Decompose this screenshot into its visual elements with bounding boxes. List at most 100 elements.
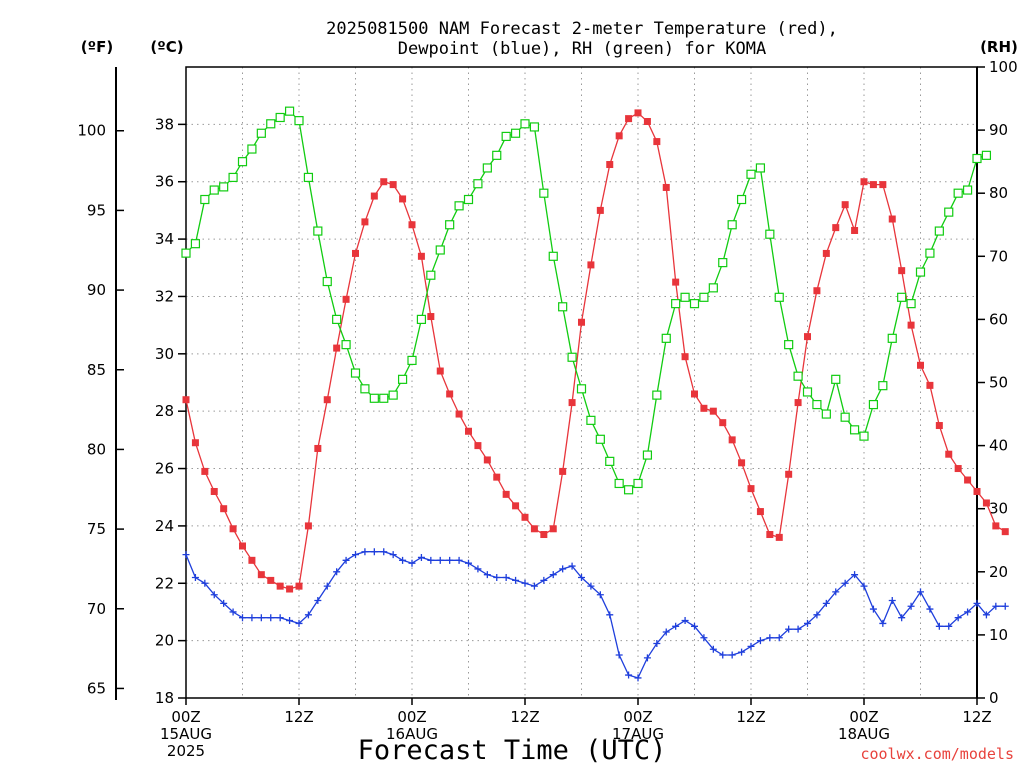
rh-point (482, 163, 492, 173)
rh-tick-label: 70 (989, 247, 1008, 265)
rh-point (887, 333, 897, 343)
rh-point (350, 368, 361, 378)
rh-point (934, 226, 944, 236)
x-tick-label: 18AUG (838, 725, 890, 743)
dewpoint-point (276, 614, 284, 622)
rh-tick-label: 20 (989, 563, 1008, 581)
rh-point (379, 393, 389, 403)
rh-point (661, 333, 671, 343)
temperature-point (559, 467, 567, 475)
temperature-point (436, 367, 444, 375)
temperature-point (869, 181, 877, 189)
temperature-point (681, 353, 689, 361)
temperature-point (822, 249, 830, 257)
rh-point (774, 292, 784, 302)
celsius-tick-label: 26 (155, 460, 174, 478)
dewpoint-point (606, 611, 614, 619)
dewpoint-point (417, 553, 425, 561)
dewpoint-point (907, 602, 915, 610)
x-tick-label: 12Z (736, 708, 765, 726)
dewpoint-point (709, 645, 717, 653)
rh-point (313, 226, 323, 236)
rh-point (718, 258, 728, 268)
x-tick-label: 00Z (171, 708, 200, 726)
temperature-point (201, 467, 209, 475)
dewpoint-point (860, 582, 868, 590)
temperature-point (408, 221, 416, 229)
celsius-tick-label: 32 (155, 287, 174, 305)
temperature-point (295, 582, 303, 590)
rh-tick-label: 10 (989, 626, 1008, 644)
dewpoint-point (662, 628, 670, 636)
dewpoint-point (653, 640, 661, 648)
dewpoint-point (559, 565, 567, 573)
temperature-point (417, 252, 425, 260)
celsius-tick-label: 34 (155, 230, 174, 248)
temperature-point (747, 485, 755, 493)
dewpoint-point (474, 565, 482, 573)
celsius-unit-label: (ºC) (150, 38, 183, 56)
temperature-point (361, 218, 369, 226)
temperature-point (964, 476, 972, 484)
dewpoint-point (295, 619, 303, 627)
temperature-point (832, 224, 840, 232)
fahrenheit-tick-label: 85 (87, 361, 106, 379)
dewpoint-point (785, 625, 793, 633)
rh-point (332, 314, 342, 324)
dewpoint-point (973, 599, 981, 607)
dewpoint-point (427, 556, 435, 564)
dewpoint-point (992, 602, 1000, 610)
rh-tick-label: 40 (989, 437, 1008, 455)
rh-point (576, 384, 587, 394)
dewpoint-point (568, 562, 576, 570)
temperature-point (380, 178, 388, 186)
rh-point (492, 150, 502, 160)
rh-point (510, 128, 521, 138)
dewpoint-point (521, 579, 529, 587)
dewpoint-point (465, 559, 472, 567)
temperature-point (549, 525, 557, 533)
temperature-point (427, 313, 435, 321)
x-tick-label: 00Z (397, 708, 426, 726)
temperature-point (813, 287, 821, 295)
rh-point (586, 415, 596, 425)
dewpoint-point (493, 574, 501, 582)
rh-point (972, 153, 982, 164)
dewpoint-point (813, 611, 821, 619)
temperature-point (370, 192, 378, 200)
fahrenheit-tick-label: 90 (87, 281, 106, 299)
rh-point (821, 409, 831, 419)
rh-point (454, 201, 464, 211)
temperature-point (653, 138, 661, 146)
dewpoint-point (483, 571, 491, 579)
rh-point (445, 220, 455, 230)
rh-tick-label: 100 (989, 58, 1018, 76)
rh-tick-label: 60 (989, 310, 1008, 328)
temperature-point (907, 321, 915, 329)
dewpoint-point (286, 617, 294, 625)
dewpoint-point (888, 596, 896, 604)
dewpoint-line (185, 551, 1006, 679)
dewpoint-point (389, 551, 397, 559)
temperature-point (323, 396, 331, 404)
temperature-line (185, 112, 1006, 590)
temperature-point (483, 456, 491, 464)
rh-tick-label: 50 (989, 374, 1008, 392)
x-tick-label: 12Z (962, 708, 991, 726)
temperature-point (926, 381, 934, 389)
dewpoint-point (530, 582, 538, 590)
celsius-tick-label: 38 (155, 115, 174, 133)
dewpoint-point (191, 574, 199, 582)
temperature-point (954, 465, 962, 473)
rh-point (671, 299, 681, 309)
rh-point (793, 371, 803, 381)
dewpoint-point (314, 596, 322, 604)
temperature-point (615, 132, 623, 140)
chart-title-line2: Dewpoint (blue), RH (green) for KOMA (398, 39, 766, 59)
temperature-point (794, 399, 802, 407)
dewpoint-point (954, 614, 962, 622)
dewpoint-point (691, 622, 698, 630)
rh-point (219, 182, 229, 192)
rh-point (689, 299, 700, 309)
temperature-point (672, 278, 680, 286)
